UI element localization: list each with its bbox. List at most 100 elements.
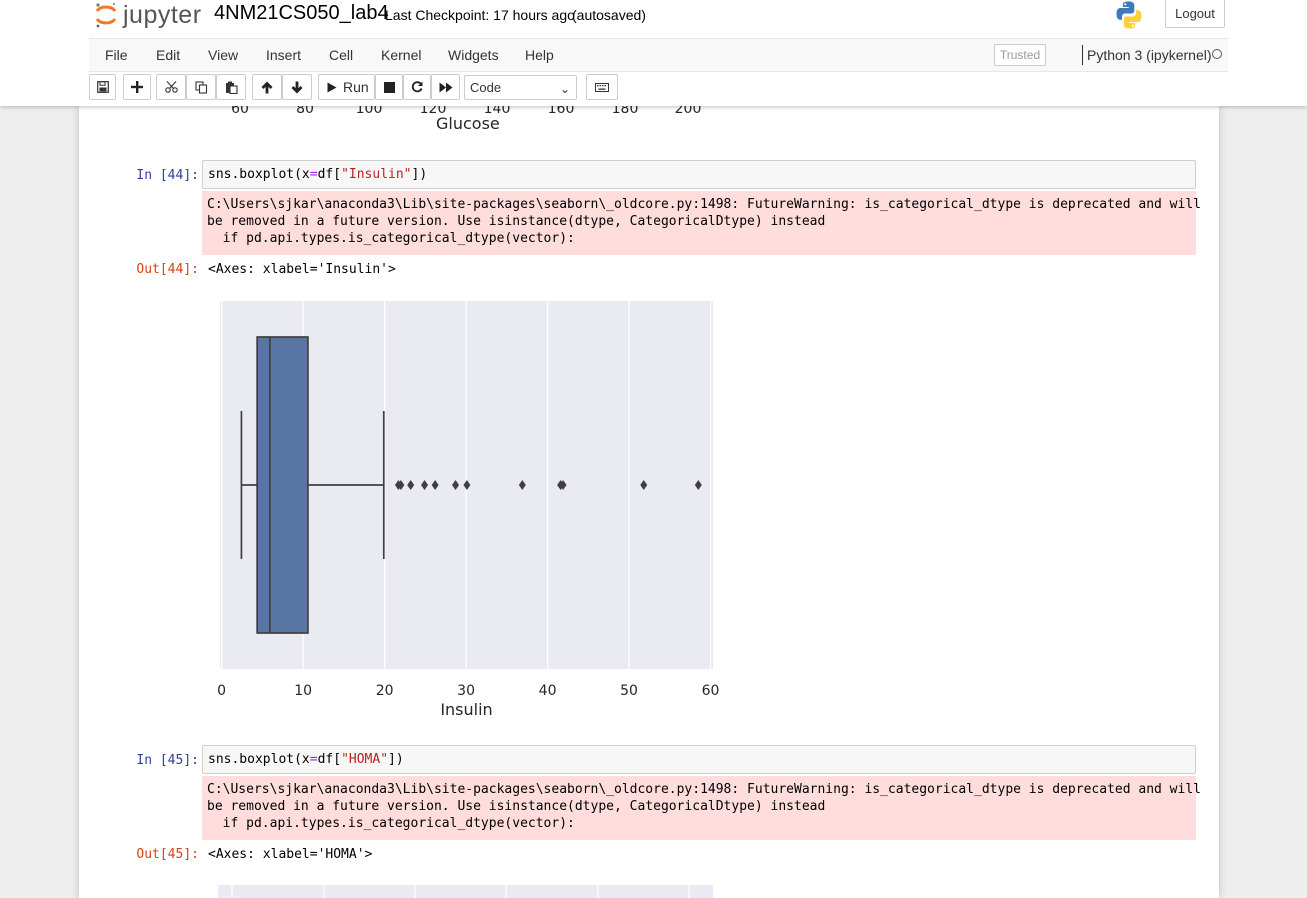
glucose-tick-label: 200 — [675, 106, 702, 117]
menu-insert[interactable]: Insert — [266, 47, 302, 63]
cut-button[interactable] — [156, 74, 186, 100]
jupyter-logo-icon — [95, 2, 117, 28]
move-down-button[interactable] — [282, 74, 312, 100]
outlier-point — [407, 480, 415, 490]
copy-button[interactable] — [186, 74, 216, 100]
menu-help[interactable]: Help — [525, 47, 554, 63]
jupyter-logo-text: jupyter — [123, 0, 202, 29]
homa-plot-partial — [218, 885, 713, 898]
outlier-point — [463, 480, 471, 490]
restart-button[interactable] — [403, 74, 431, 100]
trusted-badge[interactable]: Trusted — [994, 44, 1046, 66]
autosave-status: (autosaved) — [572, 7, 646, 23]
checkpoint-status: Last Checkpoint: 17 hours ago — [385, 7, 575, 23]
x-axis-label: Insulin — [440, 700, 492, 719]
interrupt-button[interactable] — [375, 74, 403, 100]
code-input[interactable]: sns.boxplot(x=df["Insulin"]) — [202, 160, 1196, 189]
save-icon — [96, 81, 109, 93]
insert-cell-button[interactable] — [123, 74, 151, 100]
command-palette-button[interactable] — [586, 74, 618, 100]
logout-button[interactable]: Logout — [1165, 0, 1225, 28]
paste-button[interactable] — [216, 74, 246, 100]
save-button[interactable] — [89, 74, 116, 100]
output-prompt: Out[45]: — [136, 847, 199, 862]
code-input[interactable]: sns.boxplot(x=df["HOMA"]) — [202, 745, 1196, 774]
run-label: Run — [343, 79, 369, 95]
jupyter-logo[interactable]: jupyter — [93, 0, 202, 30]
glucose-axis-label: Glucose — [436, 114, 500, 133]
code-token: df[ — [317, 752, 342, 767]
menu-edit[interactable]: Edit — [156, 47, 181, 63]
stderr-warning: C:\Users\sjkar\anaconda3\Lib\site-packag… — [202, 191, 1201, 255]
menu-widgets[interactable]: Widgets — [448, 47, 499, 63]
notebook-name[interactable]: 4NM21CS050_lab4 — [214, 2, 389, 24]
code-token: ]) — [388, 752, 404, 767]
python-logo-icon — [1116, 1, 1142, 29]
restart-icon — [411, 81, 423, 93]
menu-view[interactable]: View — [208, 47, 239, 63]
stderr-warning: C:\Users\sjkar\anaconda3\Lib\site-packag… — [202, 776, 1201, 840]
code-operator: = — [309, 752, 318, 767]
paste-icon — [225, 81, 238, 94]
input-prompt: In [44]: — [136, 168, 199, 183]
x-tick-label: 30 — [457, 683, 475, 699]
code-token: sns.boxplot(x — [208, 752, 310, 767]
menu-bar: File Edit View Insert Cell Kernel Widget… — [89, 38, 1228, 72]
outlier-point — [559, 480, 567, 490]
input-prompt: In [45]: — [136, 753, 199, 768]
plus-icon — [131, 81, 143, 93]
glucose-tick-label: 160 — [548, 106, 575, 117]
kernel-idle-indicator-icon — [1212, 49, 1222, 59]
menu-kernel[interactable]: Kernel — [381, 47, 422, 63]
code-string: "HOMA" — [341, 752, 389, 767]
outlier-point — [518, 480, 526, 490]
stop-icon — [383, 81, 395, 93]
outlier-point — [694, 480, 702, 490]
outlier-point — [397, 480, 405, 490]
notebook-toolbar: Run Code ⌄ — [89, 74, 1228, 102]
x-tick-label: 50 — [620, 683, 638, 699]
fast-forward-icon — [439, 82, 452, 92]
notebook-container: 60 80 100 120 140 160 180 200 Glucose In… — [79, 106, 1219, 898]
homa-plot-background — [218, 885, 713, 898]
glucose-tick-label: 80 — [296, 106, 314, 117]
cell-type-select[interactable]: Code ⌄ — [464, 75, 577, 100]
code-operator: = — [309, 167, 318, 182]
glucose-tick-label: 60 — [231, 106, 249, 117]
cell-type-value: Code — [470, 80, 502, 95]
kernel-separator — [1082, 45, 1083, 65]
play-icon — [327, 82, 337, 92]
glucose-tick-label: 100 — [356, 106, 383, 117]
keyboard-icon — [595, 82, 609, 92]
outlier-point — [431, 480, 439, 490]
notebook-header: jupyter 4NM21CS050_lab4 Last Checkpoint:… — [0, 0, 1307, 106]
code-string: "Insulin" — [341, 167, 412, 182]
x-tick-label: 20 — [376, 683, 394, 699]
restart-run-all-button[interactable] — [431, 74, 460, 100]
arrow-up-icon — [261, 81, 273, 93]
code-token: sns.boxplot(x — [208, 167, 310, 182]
kernel-name[interactable]: Python 3 (ipykernel) — [1087, 47, 1212, 63]
output-text: <Axes: xlabel='Insulin'> — [208, 262, 396, 277]
outlier-point — [451, 480, 459, 490]
x-tick-label: 10 — [294, 683, 312, 699]
x-tick-label: 0 — [217, 683, 226, 699]
iqr-box — [256, 336, 309, 634]
menu-file[interactable]: File — [105, 47, 128, 63]
glucose-tick-label: 120 — [420, 106, 447, 117]
output-prompt: Out[44]: — [136, 262, 199, 277]
menu-cell[interactable]: Cell — [329, 47, 354, 63]
outlier-point — [421, 480, 429, 490]
run-button[interactable]: Run — [318, 74, 375, 100]
previous-plot-axis: 60 80 100 120 140 160 180 200 — [231, 106, 702, 117]
outlier-point — [640, 480, 648, 490]
copy-icon — [194, 80, 207, 94]
x-tick-label: 60 — [702, 683, 720, 699]
x-tick-label: 40 — [539, 683, 557, 699]
cut-icon — [164, 81, 178, 93]
code-token: df[ — [317, 167, 342, 182]
move-up-button[interactable] — [252, 74, 282, 100]
arrow-down-icon — [291, 81, 303, 93]
output-text: <Axes: xlabel='HOMA'> — [208, 847, 373, 862]
code-token: ]) — [411, 167, 428, 182]
